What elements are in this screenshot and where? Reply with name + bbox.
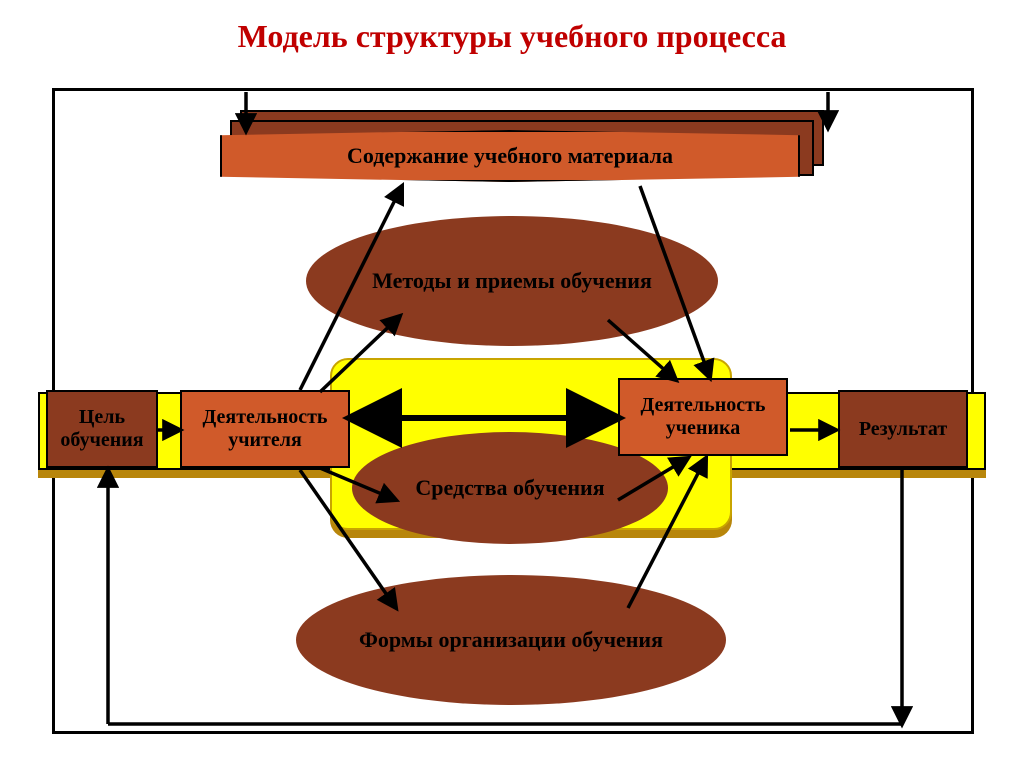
box-teacher-label: Деятельность учителя (188, 406, 342, 452)
box-teacher: Деятельность учителя (180, 390, 350, 468)
content-banner-label: Содержание учебного материала (347, 143, 673, 169)
box-student-label: Деятельность ученика (626, 394, 780, 440)
ellipse-forms: Формы организации обучения (296, 575, 726, 705)
ellipse-methods-label: Методы и приемы обучения (372, 268, 652, 293)
box-goal-label: Цель обучения (54, 406, 150, 452)
box-student: Деятельность ученика (618, 378, 788, 456)
ellipse-forms-label: Формы организации обучения (359, 627, 663, 652)
diagram-title: Модель структуры учебного процесса (0, 18, 1024, 55)
ellipse-methods: Методы и приемы обучения (306, 216, 718, 346)
content-banner: Содержание учебного материала (220, 130, 800, 182)
box-result-label: Результат (859, 418, 947, 441)
box-goal: Цель обучения (46, 390, 158, 468)
box-result: Результат (838, 390, 968, 468)
ellipse-means-label: Средства обучения (415, 475, 604, 500)
diagram-stage: Модель структуры учебного процесса Содер… (0, 0, 1024, 768)
